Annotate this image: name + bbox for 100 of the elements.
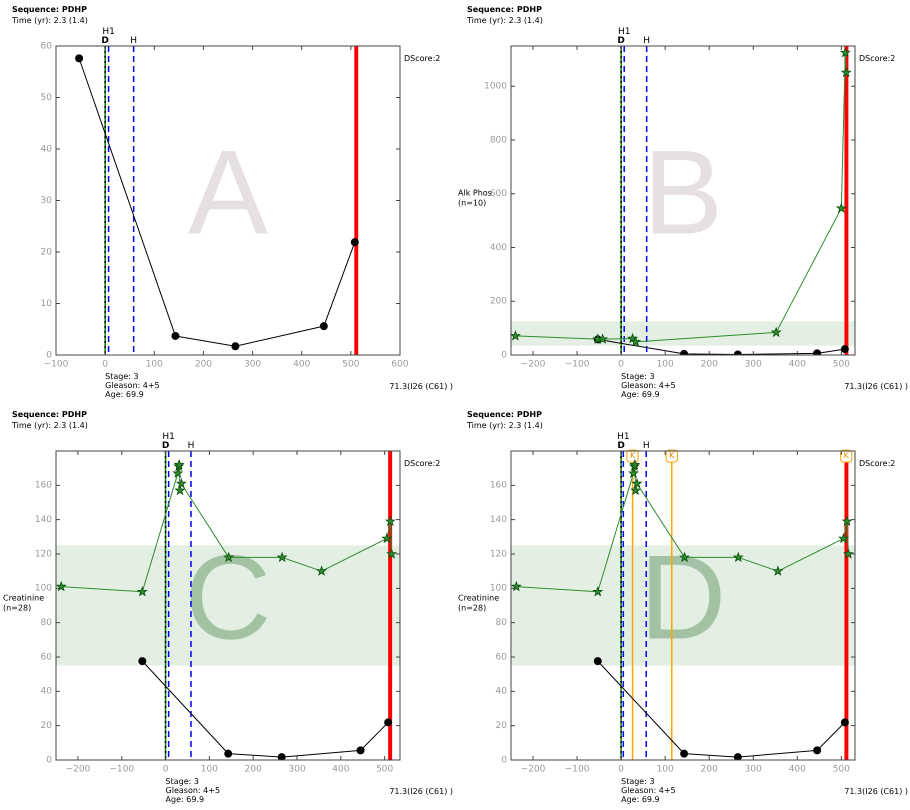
x-tick-label: 500 (832, 764, 850, 775)
x-tick-label: 200 (700, 764, 718, 775)
text: Stage: 3 Gleason: 4+5 Age: 69.9 (166, 777, 220, 804)
y-tick-label: 160 (490, 480, 508, 491)
x-tick-label: 300 (288, 764, 306, 775)
y-tick-label: 20 (496, 721, 508, 732)
y-tick-label: 20 (40, 721, 52, 732)
y-tick-label: 60 (40, 41, 52, 52)
y-tick-label: 60 (496, 652, 508, 662)
text: 71.3(I26 (C61) ) (389, 382, 453, 391)
ref-line-label: H1 (162, 432, 175, 442)
x-tick-label: 500 (832, 360, 850, 370)
y-tick-label: 10 (40, 298, 52, 309)
y-tick-label: 40 (496, 686, 508, 697)
x-tick-label: 300 (744, 360, 762, 370)
text: DScore:2 (859, 54, 896, 63)
ref-line-label: H (642, 441, 650, 451)
x-tick-label: 400 (332, 764, 350, 775)
x-tick-label: 100 (656, 764, 674, 775)
annotation: C (184, 530, 272, 665)
y-tick-label: 50 (40, 92, 52, 103)
text: DScore:2 (859, 459, 896, 468)
ref-line-label: D (617, 441, 625, 451)
x-tick-label: 0 (162, 764, 169, 775)
text: 71.3(I26 (C61) ) (844, 787, 908, 796)
y-tick-label: 140 (490, 515, 508, 526)
y-tick-label: 20 (40, 247, 52, 258)
y-axis-title: Creatinine (n=28) (3, 594, 44, 612)
x-tick-label: 100 (656, 360, 674, 370)
y-tick-label: 60 (40, 652, 52, 662)
x-tick-label: 400 (293, 360, 311, 370)
x-tick-label: −100 (109, 764, 134, 775)
y-tick-label: 100 (490, 584, 508, 594)
x-tick-label: 100 (146, 360, 164, 370)
chart-subtitle: Time (yr): 2.3 (1.4) (11, 421, 88, 430)
text: DScore:2 (404, 54, 440, 63)
x-tick-label: −100 (564, 360, 590, 370)
y-axis-title: Creatinine (n=28) (458, 594, 500, 612)
chart-subtitle: Time (yr): 2.3 (1.4) (466, 16, 543, 25)
x-tick-label: −200 (66, 764, 91, 775)
text: Stage: 3 Gleason: 4+5 Age: 69.9 (621, 372, 676, 399)
x-tick-label: 0 (618, 764, 624, 775)
y-tick-label: 120 (490, 549, 508, 560)
x-tick-label: 100 (200, 764, 218, 775)
y-tick-label: 30 (40, 196, 52, 206)
x-tick-label: 0 (618, 360, 624, 370)
x-tick-label: 500 (342, 360, 360, 370)
y-tick-label: 80 (40, 618, 52, 628)
y-tick-label: 140 (34, 515, 52, 526)
text: 71.3(I26 (C61) ) (389, 787, 453, 796)
x-tick-label: 300 (744, 764, 762, 775)
y-tick-label: 0 (46, 755, 52, 766)
ref-line-label: H1 (102, 27, 115, 37)
ref-line-label: H (188, 441, 194, 451)
ref-line-label: H1 (618, 27, 630, 37)
y-tick-label: 40 (40, 686, 52, 697)
y-tick-label: 100 (34, 584, 52, 594)
y-tick-label: 600 (490, 189, 508, 200)
x-tick-label: 0 (102, 360, 108, 370)
text: DScore:2 (404, 459, 440, 468)
x-tick-label: −100 (564, 764, 590, 775)
ref-line-label: D (617, 36, 625, 46)
x-tick-label: 300 (244, 360, 262, 370)
x-tick-label: 400 (788, 764, 806, 775)
x-tick-label: 600 (391, 360, 409, 370)
text: Stage: 3 Gleason: 4+5 Age: 69.9 (105, 372, 160, 399)
y-axis-title: Alk Phos (n=10) (458, 188, 492, 208)
ref-line-label: H (130, 36, 138, 46)
ref-line-label: H1 (617, 432, 630, 442)
text: Stage: 3 Gleason: 4+5 Age: 69.9 (621, 777, 676, 804)
y-tick-label: 800 (490, 135, 508, 146)
chart-title: Sequence: PDHP (467, 410, 542, 419)
ref-line-label: D (162, 441, 170, 451)
y-tick-label: 0 (46, 350, 52, 360)
x-tick-label: 200 (244, 764, 262, 775)
y-tick-label: 160 (34, 480, 52, 491)
x-tick-label: −200 (520, 764, 546, 775)
annotation: K (630, 451, 636, 460)
x-tick-label: −100 (44, 360, 69, 370)
x-tick-label: 400 (788, 360, 806, 370)
x-tick-label: 200 (700, 360, 718, 370)
x-tick-label: 500 (376, 764, 394, 775)
y-tick-label: 120 (34, 549, 52, 560)
y-tick-label: 1000 (484, 82, 508, 92)
chart-title: Sequence: PDHP (12, 5, 88, 14)
text: 71.3(I26 (C61) ) (844, 382, 908, 391)
y-tick-label: 200 (490, 296, 508, 307)
y-tick-label: 400 (490, 242, 508, 253)
y-tick-label: 40 (40, 144, 52, 154)
x-tick-label: −200 (520, 360, 546, 370)
chart-subtitle: Time (yr): 2.3 (1.4) (11, 16, 88, 25)
ref-line-label: D (101, 36, 109, 46)
chart-subtitle: Time (yr): 2.3 (1.4) (466, 421, 543, 430)
y-tick-label: 0 (501, 350, 508, 360)
y-tick-label: 80 (496, 618, 508, 628)
chart-title: Sequence: PDHP (467, 5, 542, 14)
chart-title: Sequence: PDHP (12, 410, 88, 419)
ref-line-label: H (643, 36, 650, 46)
annotation: K (844, 451, 850, 460)
y-tick-label: 0 (501, 755, 508, 766)
